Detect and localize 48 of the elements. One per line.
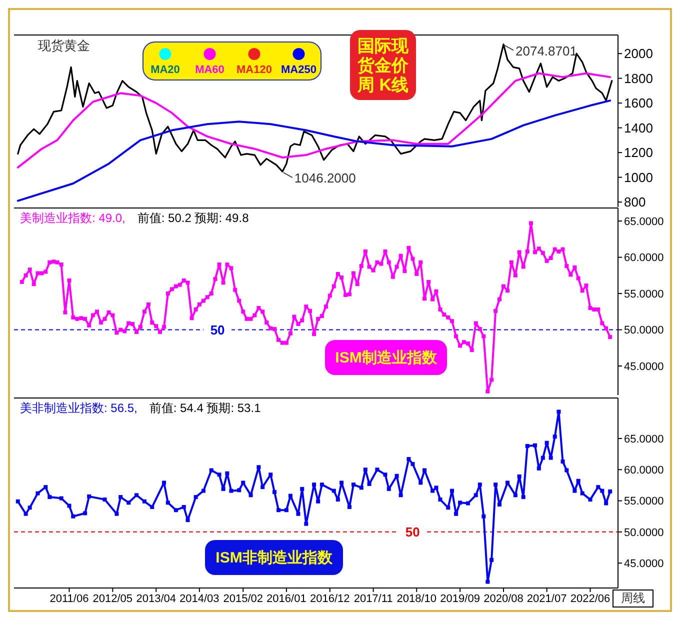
y-tick-label: 50.0000 — [624, 324, 664, 337]
y-tick-label: 45.0000 — [624, 558, 664, 570]
chart-subtitle: 前值: 54.4 预期: 53.1 — [149, 401, 262, 415]
annotation: ISM非制造业指数 — [216, 549, 334, 566]
chart-title: 美非制造业指数: 56.5, — [20, 401, 138, 415]
y-tick-label: 60.0000 — [624, 252, 664, 264]
annotation: 国际现货金价周 K线 — [356, 36, 410, 94]
chart-title: 现货黄金 — [38, 38, 90, 53]
ref-line-label: 50 — [210, 322, 225, 338]
x-tick-label: 2013/04 — [136, 593, 176, 605]
x-tick-label: 2011/06 — [50, 593, 89, 605]
x-tick-label: 2017/11 — [354, 593, 393, 605]
annotation: ISM制造业指数 — [335, 349, 438, 366]
chart-subtitle: 前值: 50.2 预期: 49.8 — [137, 211, 250, 225]
y-tick-label: 55.0000 — [624, 496, 664, 508]
x-tick-label: 2021/07 — [526, 593, 567, 605]
x-tick-label: 2016/01 — [266, 593, 306, 605]
legend-label: MA60 — [195, 64, 224, 76]
y-tick-label: 1000 — [624, 170, 653, 185]
x-tick-label: 2018/10 — [396, 593, 437, 605]
y-tick-label: 2000 — [624, 46, 653, 62]
y-tick-label: 50.0000 — [624, 526, 664, 539]
y-tick-label: 1400 — [624, 120, 653, 136]
annotation: 2074.8701 — [516, 43, 577, 58]
y-tick-label: 45.0000 — [624, 360, 664, 373]
y-tick-label: 1200 — [624, 145, 653, 160]
x-tick-label: 2019/09 — [440, 593, 480, 605]
y-tick-label: 55.0000 — [624, 288, 664, 300]
x-axis-title: 周线 — [621, 591, 645, 605]
y-tick-label: 1600 — [624, 96, 653, 111]
x-tick-label: 2022/06 — [570, 593, 610, 605]
legend-label: MA250 — [281, 64, 316, 76]
y-tick-label: 65.0000 — [624, 216, 664, 228]
y-tick-label: 60.0000 — [624, 464, 664, 476]
x-tick-label: 2020/08 — [484, 593, 524, 605]
x-tick-label: 2016/12 — [310, 593, 350, 605]
chart-title: 美制造业指数: 49.0, — [20, 211, 126, 225]
x-tick-label: 2015/02 — [223, 593, 264, 605]
ref-line-label: 50 — [405, 524, 420, 540]
annotation: 1046.2000 — [294, 170, 356, 186]
x-tick-label: 2012/05 — [92, 593, 133, 605]
legend-label: MA20 — [150, 64, 180, 76]
y-tick-label: 800 — [624, 194, 646, 210]
y-tick-label: 65.0000 — [624, 433, 664, 446]
line-series — [16, 100, 612, 202]
legend-label: MA120 — [236, 64, 272, 76]
x-tick-label: 2014/03 — [180, 593, 220, 605]
y-tick-label: 1800 — [624, 70, 653, 86]
